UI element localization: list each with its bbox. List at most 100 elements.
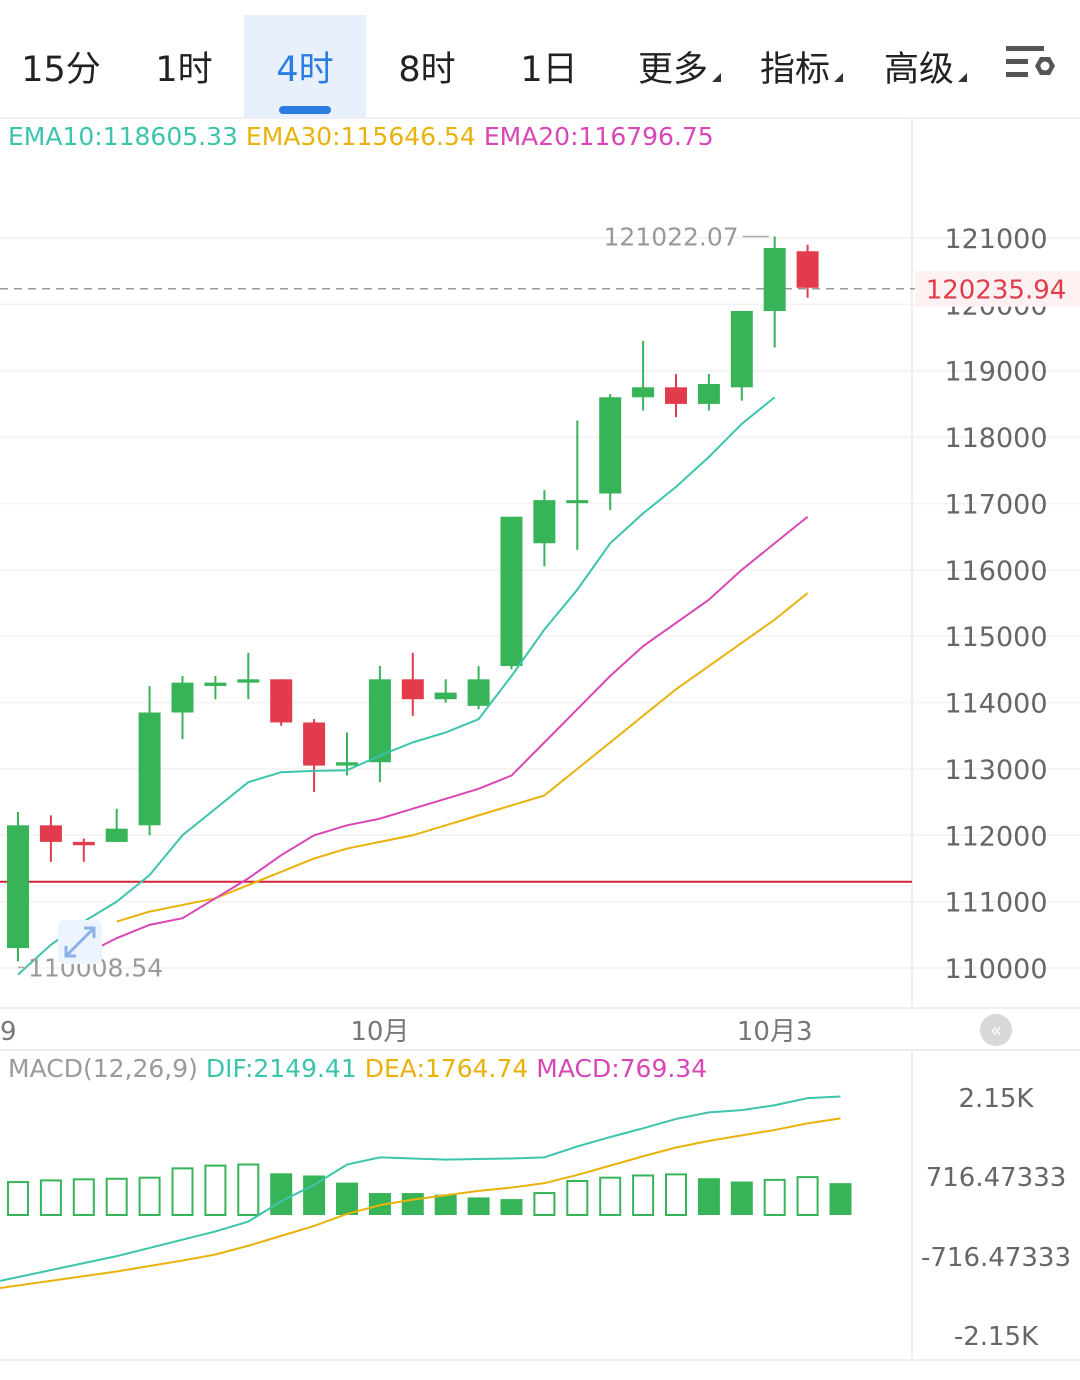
- price-tick-label: 118000: [944, 423, 1047, 454]
- candle-up: [500, 516, 523, 667]
- scroll-latest-button: [980, 1014, 1012, 1046]
- macd-legend: MACD(12,26,9) DIF:2149.41 DEA:1764.74 MACD:…: [8, 1054, 715, 1083]
- macd_legend-item: DEA:1764.74: [364, 1054, 529, 1083]
- more-dropdown[interactable]: 更多: [638, 15, 722, 118]
- tab-4[interactable]: 8时: [366, 15, 488, 118]
- ema_legend-item: EMA10:118605.33: [8, 122, 238, 151]
- dropdown-label: 更多: [638, 50, 709, 90]
- candle-up: [697, 384, 720, 404]
- ema-legend: EMA10:118605.33 EMA30:115646.54 EMA20:1167…: [8, 122, 722, 151]
- active-tab-indicator: [279, 106, 331, 114]
- candle-up: [599, 397, 622, 494]
- expand-arrow-shape: [64, 926, 96, 958]
- macd-hist-bar-hollow: [566, 1179, 589, 1216]
- dropdown-triangle-icon: [958, 73, 968, 82]
- macd-hist-bar: [368, 1193, 391, 1215]
- candle-down: [72, 841, 95, 846]
- macd-hist-bar-hollow: [763, 1178, 786, 1216]
- macd-hist-bar: [500, 1199, 523, 1215]
- tab-1[interactable]: 15分: [0, 15, 122, 118]
- macd-hist-bar-hollow: [138, 1176, 161, 1217]
- macd-tick-label: 716.47333: [926, 1163, 1067, 1193]
- macd-tick-label: 2.15K: [959, 1084, 1035, 1114]
- ema20-line: [83, 515, 809, 956]
- price-tick-label: 111000: [944, 888, 1047, 919]
- macd-hist-bar-hollow: [533, 1192, 556, 1216]
- tab-3[interactable]: 4时: [244, 15, 366, 118]
- macd-hist-bar: [303, 1175, 326, 1215]
- candle-up: [632, 387, 655, 398]
- macd_legend-item: MACD:769.34: [536, 1054, 708, 1083]
- dif-line: [0, 1095, 841, 1282]
- candle-up: [368, 679, 391, 763]
- macd-hist-bar-hollow: [105, 1177, 128, 1216]
- price-tick-label: 114000: [944, 689, 1047, 720]
- expand-chart-icon[interactable]: [58, 920, 102, 964]
- candle-up: [533, 500, 556, 544]
- scroll-latest-icon: «: [990, 1018, 1002, 1042]
- time-tick-label: 10月3: [737, 1017, 813, 1047]
- chart-settings-icon[interactable]: [1000, 40, 1060, 96]
- candle-down: [270, 679, 293, 723]
- macd-hist-bar: [401, 1193, 424, 1215]
- macd-hist-bar-hollow: [665, 1173, 687, 1216]
- macd-hist-bar: [730, 1181, 753, 1215]
- candle-up: [105, 828, 128, 842]
- candle-up: [467, 679, 490, 706]
- macd-hist-bar-hollow: [72, 1178, 95, 1216]
- candle-up: [763, 247, 786, 311]
- candle-down: [39, 825, 62, 842]
- time-tick-label: 10月: [350, 1017, 409, 1047]
- tab-label: 8时: [398, 50, 456, 90]
- candle-down: [665, 387, 687, 404]
- candle-down: [796, 251, 819, 288]
- macd-hist-bar-hollow: [204, 1164, 227, 1216]
- macd-hist-bar: [829, 1183, 852, 1215]
- candle-up: [336, 762, 358, 766]
- dropdown-triangle-icon: [712, 73, 722, 82]
- price-tick-label: 113000: [944, 755, 1047, 786]
- advanced-dropdown[interactable]: 高级: [884, 15, 968, 118]
- time-tick-label: 29: [0, 1017, 17, 1047]
- price-tick-label: 119000: [944, 357, 1047, 388]
- ema30-line: [116, 592, 809, 923]
- macd-hist-bar-hollow: [632, 1174, 655, 1217]
- tab-2[interactable]: 1时: [123, 15, 245, 118]
- candle-up: [237, 679, 260, 683]
- macd-hist-bar-hollow: [796, 1176, 819, 1217]
- macd-hist-bar-hollow: [171, 1167, 194, 1217]
- dropdown-label: 指标: [760, 50, 831, 90]
- candle-up: [730, 311, 753, 388]
- dea-line: [0, 1117, 841, 1289]
- price-tick-label: 115000: [944, 622, 1047, 653]
- macd_legend-item: MACD(12,26,9): [8, 1054, 198, 1083]
- macd-tick-label: -716.47333: [921, 1243, 1071, 1273]
- tab-label: 1日: [520, 50, 578, 90]
- candle-down: [401, 679, 424, 700]
- macd-hist-bar-hollow: [599, 1176, 622, 1217]
- candle-down: [303, 722, 326, 766]
- ema10-line: [17, 396, 776, 976]
- macd-hist-bar: [467, 1197, 490, 1215]
- dropdown-triangle-icon: [834, 73, 844, 82]
- price-tick-label: 112000: [944, 821, 1047, 852]
- tab-label: 15分: [21, 50, 101, 90]
- macd-hist-bar-hollow: [237, 1163, 260, 1216]
- macd-hist-bar: [434, 1194, 457, 1215]
- macd-hist-bar-hollow: [7, 1181, 29, 1217]
- indicator-dropdown[interactable]: 指标: [760, 15, 844, 118]
- last-price-badge: [915, 270, 1080, 307]
- macd-tick-label: -2.15K: [954, 1322, 1039, 1352]
- timeframe-tab-bar: 15分 1时 4时 8时 1日 更多 指标 高级: [0, 0, 1080, 118]
- macd-hist-bar: [336, 1182, 358, 1215]
- candle-up: [138, 712, 161, 826]
- max-price-label: 121022.07: [603, 223, 738, 252]
- macd-hist-bar-hollow: [39, 1179, 62, 1216]
- macd-hist-bar: [697, 1178, 720, 1215]
- tab-label: 1时: [155, 50, 213, 90]
- candle-up: [7, 825, 29, 949]
- tab-5[interactable]: 1日: [488, 15, 610, 118]
- dropdown-label: 高级: [884, 50, 955, 90]
- price-tick-label: 117000: [944, 489, 1047, 520]
